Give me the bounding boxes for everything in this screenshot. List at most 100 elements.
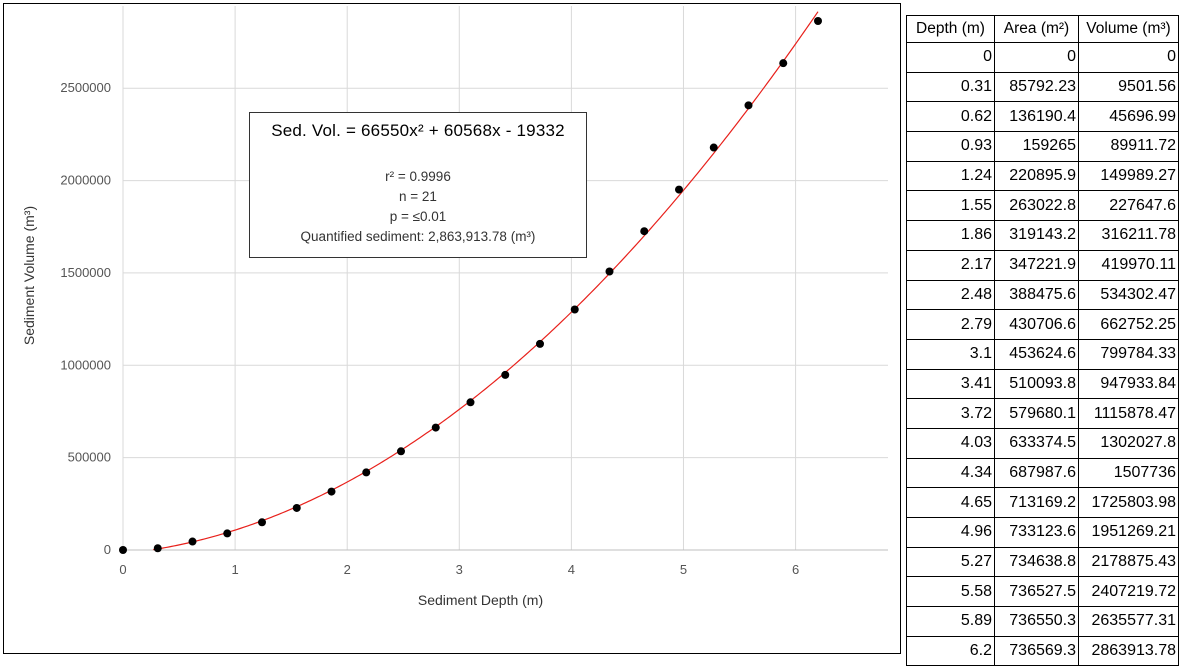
chart-frame: 0 1 2 3 4 5 6 0 500000 1000000 1500000 2000000 25000… xyxy=(3,3,901,654)
data-point xyxy=(292,503,301,512)
depth-cell: 4.65 xyxy=(906,487,995,518)
x-tick-label: 0 xyxy=(119,562,126,577)
p-value: p = ≤0.01 xyxy=(389,209,447,224)
depth-cell: 3.1 xyxy=(906,338,995,370)
table-row: 4.34 687987.6 1507736 xyxy=(906,457,1179,489)
depth-cell: 4.34 xyxy=(906,457,995,489)
data-point xyxy=(814,17,822,25)
data-point xyxy=(397,447,405,456)
table-row: 5.27 734638.8 2178875.43 xyxy=(906,546,1179,578)
area-cell: 430706.6 xyxy=(994,309,1079,340)
volume-cell: 2407219.72 xyxy=(1078,576,1179,608)
depth-area-volume-table: Depth (m) Area (m²) Volume (m³) 0 0 0 0.31 8… xyxy=(906,15,1179,666)
depth-cell: 3.72 xyxy=(906,398,995,429)
area-cell: 159265 xyxy=(994,131,1079,162)
area-cell: 736527.5 xyxy=(994,576,1079,608)
regression-annotation: Sed. Vol. = 66550x² + 60568x - 19332 r² … xyxy=(249,112,587,258)
sample-size: n = 21 xyxy=(399,189,437,204)
data-point xyxy=(119,546,127,554)
data-point xyxy=(744,101,753,110)
table-header-row: Depth (m) Area (m²) Volume (m³) xyxy=(906,15,1179,43)
r-squared: r² = 0.9996 xyxy=(385,169,451,184)
volume-cell: 2863913.78 xyxy=(1078,635,1179,666)
volume-cell: 419970.11 xyxy=(1078,249,1179,281)
table-row: 2.17 347221.9 419970.11 xyxy=(906,249,1179,281)
x-axis-title: Sediment Depth (m) xyxy=(418,592,543,608)
area-cell: 579680.1 xyxy=(994,398,1079,429)
area-cell: 136190.4 xyxy=(994,101,1079,133)
table-row: 2.79 430706.6 662752.25 xyxy=(906,309,1179,340)
depth-cell: 1.86 xyxy=(906,220,995,251)
depth-cell: 5.27 xyxy=(906,546,995,578)
data-point xyxy=(640,227,649,236)
depth-cell: 6.2 xyxy=(906,635,995,666)
table-row: 4.03 633374.5 1302027.8 xyxy=(906,427,1179,459)
volume-cell: 1302027.8 xyxy=(1078,427,1179,459)
table-row: 3.41 510093.8 947933.84 xyxy=(906,368,1179,400)
table-row: 5.89 736550.3 2635577.31 xyxy=(906,606,1179,637)
grid-lines xyxy=(122,6,888,551)
column-header-volume: Volume (m³) xyxy=(1078,15,1179,43)
y-tick-label: 0 xyxy=(104,542,111,557)
depth-cell: 2.48 xyxy=(906,279,995,311)
data-point xyxy=(605,267,614,276)
depth-cell: 5.89 xyxy=(906,606,995,637)
x-tick-label: 4 xyxy=(568,562,575,577)
y-tick-label: 1500000 xyxy=(60,265,111,280)
volume-cell: 227647.6 xyxy=(1078,190,1179,222)
x-tick-label: 3 xyxy=(456,562,463,577)
depth-cell: 3.41 xyxy=(906,368,995,400)
area-cell: 734638.8 xyxy=(994,546,1079,578)
depth-cell: 5.58 xyxy=(906,576,995,608)
quantified-sediment: Quantified sediment: 2,863,913.78 (m³) xyxy=(300,229,536,244)
data-points xyxy=(119,17,822,554)
table-row: 2.48 388475.6 534302.47 xyxy=(906,279,1179,311)
data-point xyxy=(362,468,371,477)
area-cell: 736550.3 xyxy=(994,606,1079,637)
volume-cell: 534302.47 xyxy=(1078,279,1179,311)
table-row: 1.24 220895.9 149989.27 xyxy=(906,160,1179,192)
volume-cell: 0 xyxy=(1078,42,1179,73)
data-point xyxy=(779,59,788,68)
x-tick-label: 6 xyxy=(792,562,799,577)
table-row: 3.72 579680.1 1115878.47 xyxy=(906,398,1179,429)
depth-cell: 4.96 xyxy=(906,517,995,548)
depth-cell: 0.31 xyxy=(906,71,995,103)
area-cell: 263022.8 xyxy=(994,190,1079,222)
tick-labels: 0 1 2 3 4 5 6 0 500000 1000000 1500000 2000000 25000… xyxy=(60,80,799,577)
data-point xyxy=(570,305,579,314)
data-point xyxy=(536,339,544,348)
area-cell: 510093.8 xyxy=(994,368,1079,400)
volume-cell: 1725803.98 xyxy=(1078,487,1179,518)
trendline xyxy=(153,11,819,551)
data-point xyxy=(223,529,232,538)
table-row: 3.1 453624.6 799784.33 xyxy=(906,338,1179,370)
table-row: 5.58 736527.5 2407219.72 xyxy=(906,576,1179,608)
volume-cell: 662752.25 xyxy=(1078,309,1179,340)
data-point xyxy=(258,518,266,527)
table-row: 1.86 319143.2 316211.78 xyxy=(906,220,1179,251)
area-cell: 347221.9 xyxy=(994,249,1079,281)
table-row: 0.31 85792.23 9501.56 xyxy=(906,71,1179,103)
column-header-area: Area (m²) xyxy=(994,15,1079,43)
table-row: 0.62 136190.4 45696.99 xyxy=(906,101,1179,133)
volume-cell: 1507736 xyxy=(1078,457,1179,489)
area-cell: 85792.23 xyxy=(994,71,1079,103)
depth-cell: 2.79 xyxy=(906,309,995,340)
volume-cell: 9501.56 xyxy=(1078,71,1179,103)
x-tick-label: 5 xyxy=(680,562,687,577)
depth-cell: 1.55 xyxy=(906,190,995,222)
scatter-chart: 0 1 2 3 4 5 6 0 500000 1000000 1500000 2000000 25000… xyxy=(21,6,888,608)
volume-cell: 1115878.47 xyxy=(1078,398,1179,429)
area-cell: 453624.6 xyxy=(994,338,1079,370)
volume-cell: 2635577.31 xyxy=(1078,606,1179,637)
depth-cell: 2.17 xyxy=(906,249,995,281)
data-point xyxy=(675,185,683,194)
volume-cell: 2178875.43 xyxy=(1078,546,1179,578)
column-header-depth: Depth (m) xyxy=(906,15,995,43)
table-row: 4.65 713169.2 1725803.98 xyxy=(906,487,1179,518)
y-tick-label: 500000 xyxy=(68,450,111,465)
y-tick-label: 2000000 xyxy=(60,173,111,188)
volume-cell: 149989.27 xyxy=(1078,160,1179,192)
